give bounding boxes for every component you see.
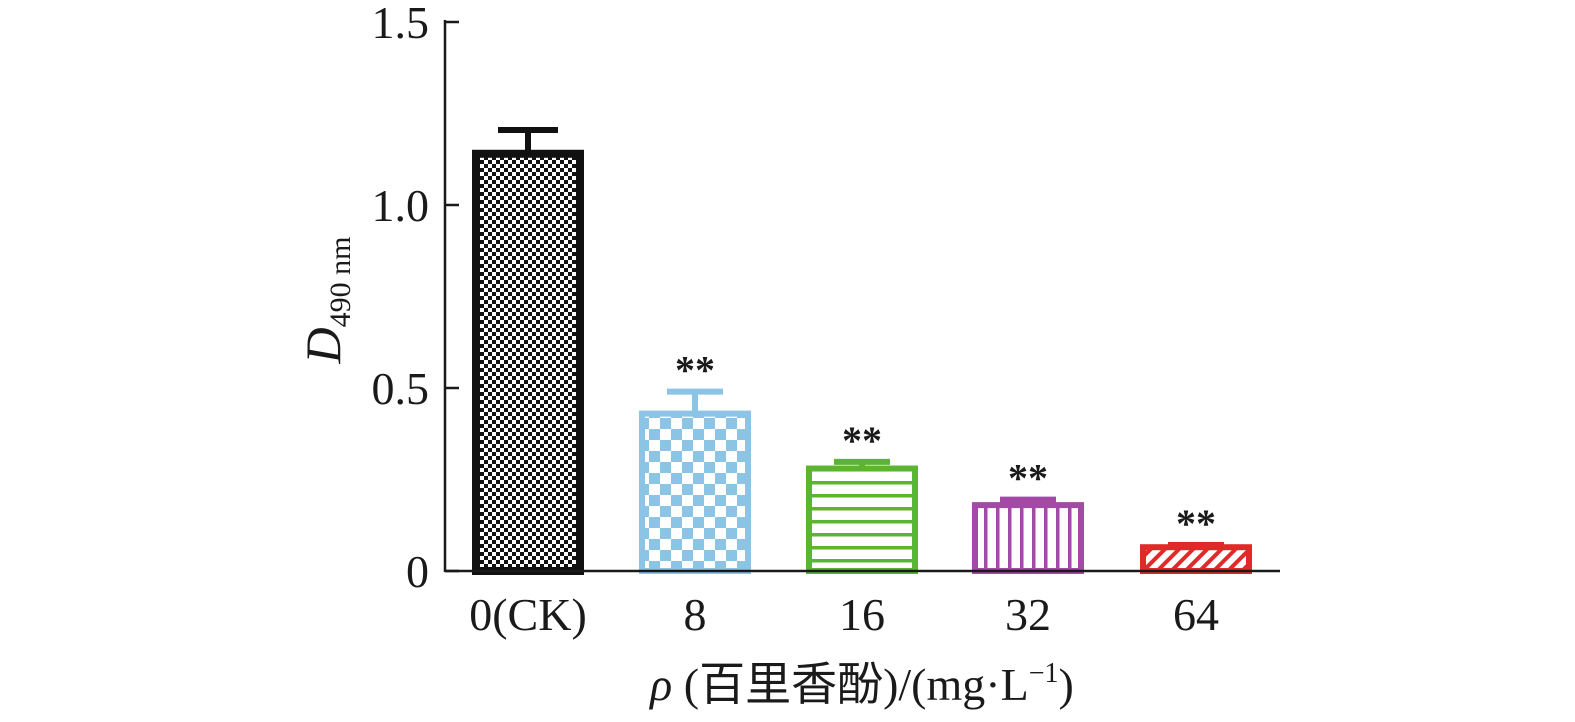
x-axis-title-text: (百里香酚)/(mg·L — [672, 659, 1028, 710]
x-axis-title-symbol: ρ — [648, 659, 672, 710]
significance-label-4: ** — [1176, 501, 1216, 546]
x-tick-label-1: 8 — [684, 589, 707, 640]
bar-8 — [639, 410, 751, 574]
x-tick-label-3: 32 — [1005, 589, 1051, 640]
y-axis-title: D490 nm — [295, 237, 357, 365]
y-axis-title-main: D — [295, 327, 351, 364]
significance-label-3: ** — [1008, 456, 1048, 501]
labels: 0(CK) ** 8 ** 16 ** 32 ** 64 0 0.5 1.0 1.5 — [372, 0, 1220, 640]
bars — [472, 126, 1252, 575]
x-tick-label-2: 16 — [839, 589, 885, 640]
axes — [443, 20, 1280, 573]
bar-0ck — [472, 149, 584, 575]
y-tick-label-2: 1.0 — [372, 180, 430, 231]
x-axis-title-superscript: −1 — [1029, 658, 1059, 689]
significance-label-1: ** — [675, 348, 715, 393]
bar-32 — [972, 502, 1084, 574]
y-tick-label-1: 0.5 — [372, 363, 430, 414]
bar-64 — [1140, 544, 1252, 575]
x-tick-label-4: 64 — [1173, 589, 1219, 640]
x-axis-title-tail: ) — [1059, 659, 1074, 710]
y-axis-title-subscript: 490 nm — [324, 237, 357, 328]
bar-16 — [806, 465, 918, 574]
significance-label-2: ** — [842, 418, 882, 463]
y-tick-label-0: 0 — [406, 546, 429, 597]
x-axis-title: ρ (百里香酚)/(mg·L−1) — [648, 658, 1074, 710]
y-tick-label-3: 1.5 — [372, 0, 430, 48]
x-tick-label-0: 0(CK) — [469, 589, 587, 640]
